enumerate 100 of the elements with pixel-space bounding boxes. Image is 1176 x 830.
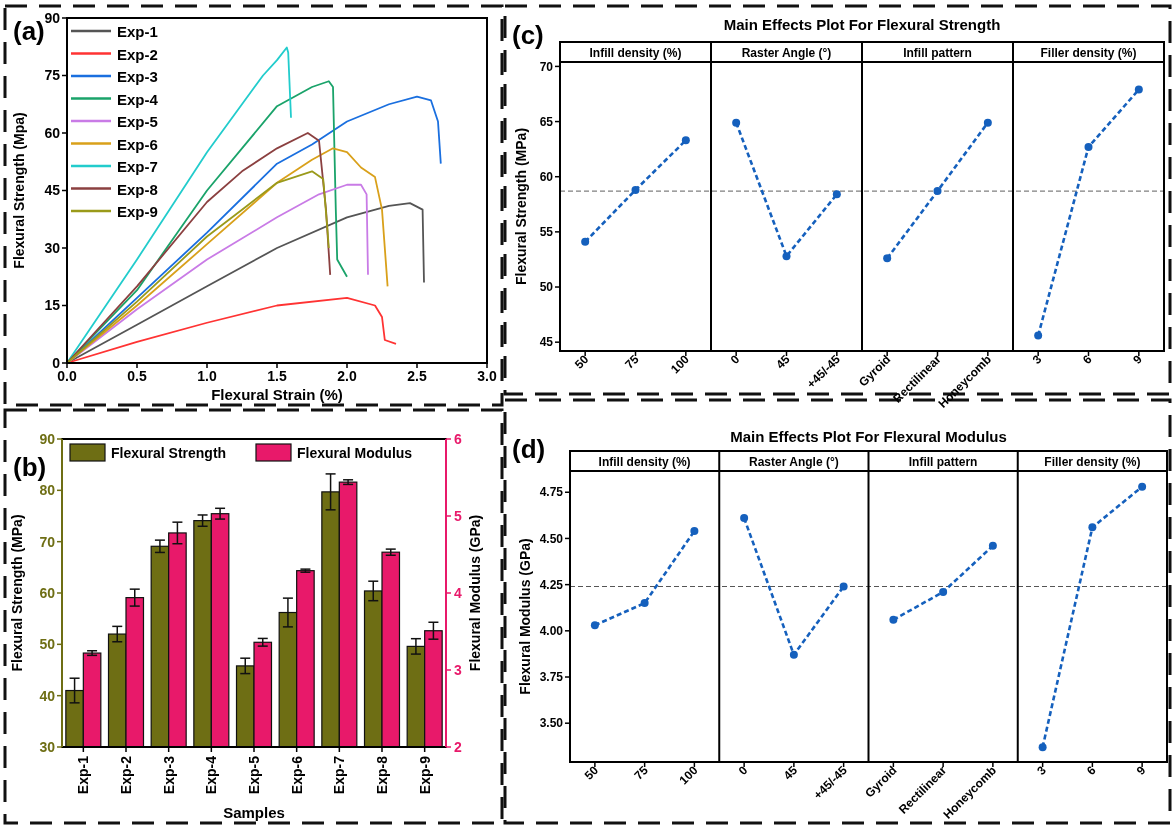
x-tick-label: Exp-5 <box>246 755 262 795</box>
x-tick-label: 2.0 <box>337 368 357 384</box>
y-tick-label: 70 <box>39 533 56 550</box>
x-tick-label: Exp-6 <box>288 755 305 795</box>
x-tick-label: 0 <box>727 352 743 367</box>
y-axis-title: Flexural Strength (MPa) <box>9 514 25 672</box>
point <box>631 185 640 194</box>
x-tick-label: 50 <box>581 763 602 783</box>
chart-title: Main Effects Plot For Flexural Modulus <box>730 428 1007 445</box>
text: Infill pattern <box>908 455 978 469</box>
y-tick-label: 30 <box>44 239 61 256</box>
point <box>1134 85 1143 94</box>
y2-tick-label: 2 <box>454 738 462 755</box>
y-tick-label: 90 <box>44 9 61 26</box>
y-tick-label: 45 <box>539 335 554 350</box>
y2-tick-label: 5 <box>454 507 462 524</box>
point <box>782 252 791 261</box>
y-tick-label: 75 <box>44 67 61 84</box>
point <box>789 650 798 659</box>
x-tick-label: Exp-3 <box>160 755 177 795</box>
x-tick-label: 0.0 <box>57 368 77 384</box>
x-tick-label: 75 <box>622 352 642 372</box>
x-tick-label: Exp-4 <box>203 755 220 795</box>
x-tick-label: 9 <box>1133 763 1149 778</box>
text: Raster Angle (°) <box>741 46 832 60</box>
y-axis-title: Flexural Strength (Mpa) <box>11 112 27 269</box>
y-tick-label: 50 <box>539 280 554 295</box>
y-tick-label: 3.75 <box>539 670 564 685</box>
y2-axis-title: Flexural Modulus (GPa) <box>467 514 483 672</box>
point <box>690 527 699 536</box>
point <box>732 118 741 127</box>
x-tick-label: Exp-1 <box>75 755 92 795</box>
x-tick-label: 9 <box>1130 352 1146 367</box>
y-tick-label: 4.50 <box>539 531 564 546</box>
x-tick-label: Exp-7 <box>331 755 348 795</box>
text: Infill pattern <box>903 46 972 60</box>
point <box>1034 331 1043 340</box>
point <box>883 254 892 263</box>
y2-tick-label: 3 <box>454 661 462 678</box>
x-tick-label: 0.5 <box>127 368 147 384</box>
point <box>933 187 942 196</box>
x-tick-label: Exp-9 <box>416 755 433 795</box>
point <box>839 582 848 591</box>
y-tick-label: 65 <box>539 114 554 129</box>
y-tick-label: 4.25 <box>539 577 564 592</box>
point <box>740 514 749 523</box>
legend-label: Flexural Strength <box>111 445 227 461</box>
text: (c) <box>512 20 544 50</box>
y-tick-label: 3.50 <box>539 716 564 731</box>
legend-label: Exp-4 <box>117 90 159 108</box>
text: Raster Angle (°) <box>749 455 839 469</box>
legend-label: Exp-7 <box>117 158 158 175</box>
y-tick-label: 60 <box>44 124 61 141</box>
x-tick-label: 6 <box>1083 763 1099 778</box>
text: Infill density (%) <box>598 455 691 469</box>
y-tick-label: 80 <box>39 482 56 499</box>
legend-label: Exp-5 <box>117 113 158 130</box>
y-tick-label: 40 <box>39 687 56 704</box>
y-tick-label: 30 <box>39 738 56 755</box>
x-tick-label: 45 <box>780 763 801 783</box>
legend-label: Exp-6 <box>117 135 158 153</box>
legend-label: Exp-9 <box>117 203 158 220</box>
text: (d) <box>512 434 546 464</box>
x-tick-label: 6 <box>1079 352 1095 367</box>
x-tick-label: 45 <box>773 352 793 372</box>
x-tick-label: 100 <box>667 352 693 377</box>
x-tick-label: 0 <box>735 763 751 778</box>
point <box>681 136 690 145</box>
legend-label: Exp-8 <box>117 180 158 198</box>
x-axis-title: Samples <box>223 804 285 821</box>
legend-label: Exp-1 <box>117 23 158 40</box>
x-tick-label: 3 <box>1034 763 1049 778</box>
point <box>590 621 599 630</box>
y-tick-label: 70 <box>539 59 554 74</box>
point <box>939 588 948 597</box>
x-tick-label: Exp-2 <box>118 755 134 795</box>
x-tick-label: 1.0 <box>197 368 217 384</box>
x-tick-label: Exp-8 <box>374 755 390 795</box>
x-tick-label: 100 <box>676 763 701 788</box>
y-tick-label: 55 <box>539 225 554 240</box>
chart-title: Main Effects Plot For Flexural Strength <box>723 16 1001 33</box>
point <box>1138 482 1147 491</box>
x-tick-label: 75 <box>631 763 651 783</box>
text: (b) <box>13 452 47 482</box>
x-tick-label: 50 <box>571 352 592 372</box>
y-axis-title: Flexural Strength (MPa) <box>513 127 529 286</box>
y-tick-label: 50 <box>39 636 56 653</box>
y-tick-label: 60 <box>39 584 56 601</box>
legend-label: Exp-2 <box>117 45 158 63</box>
y-tick-label: 15 <box>44 297 61 314</box>
point <box>988 541 997 550</box>
y-tick-label: 90 <box>39 430 56 447</box>
y-axis-title: Flexural Modulus (GPa) <box>517 538 533 695</box>
y-tick-label: 4.75 <box>539 485 564 500</box>
y-tick-label: 60 <box>539 169 554 184</box>
y2-tick-label: 6 <box>454 430 462 447</box>
point <box>1084 142 1093 151</box>
x-tick-label: 1.5 <box>267 368 287 384</box>
legend-label: Exp-3 <box>117 68 158 85</box>
point <box>889 615 898 624</box>
